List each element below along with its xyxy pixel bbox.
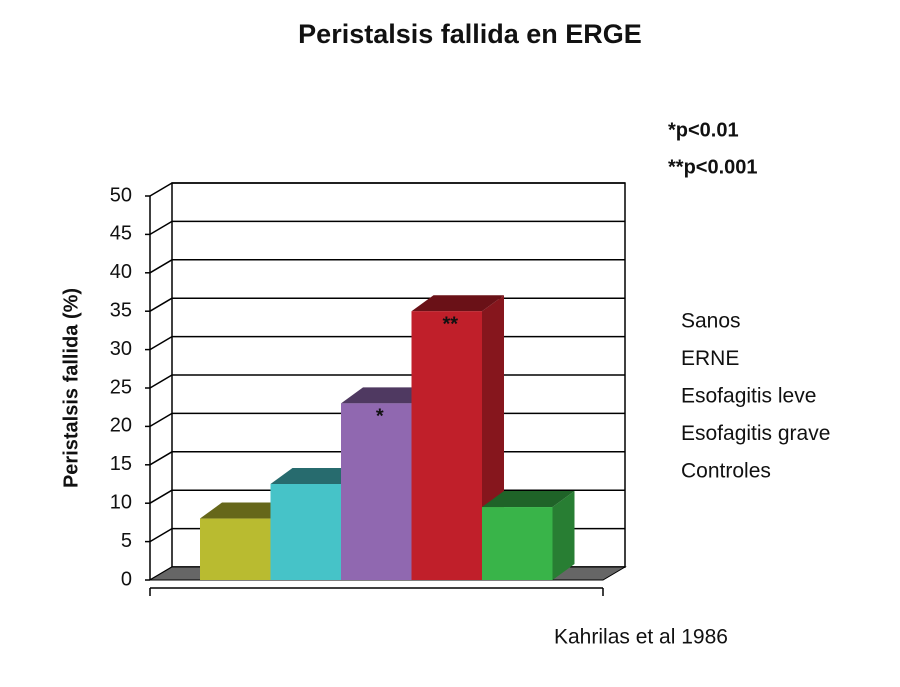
y-tick-label: 35 xyxy=(110,299,132,321)
grid-line xyxy=(149,335,173,351)
legend-label: Sanos xyxy=(681,310,741,333)
legend-label: Esofagitis grave xyxy=(681,422,830,445)
y-tick-label: 5 xyxy=(121,530,132,552)
bar-side xyxy=(552,491,575,580)
bar-annotation: ** xyxy=(442,313,458,335)
grid-line xyxy=(149,451,173,466)
y-tick-label: 20 xyxy=(110,415,132,437)
bar-top xyxy=(411,295,504,312)
bar-top xyxy=(270,468,363,484)
grid-line xyxy=(149,297,173,312)
grid-line xyxy=(149,374,173,389)
bar xyxy=(341,403,412,580)
y-tick-label: 30 xyxy=(110,338,132,360)
bar xyxy=(411,311,482,580)
y-tick-label: 45 xyxy=(110,223,132,245)
bar xyxy=(270,484,341,580)
y-tick-label: 50 xyxy=(110,184,132,206)
y-tick-label: 10 xyxy=(110,491,132,513)
source: Kahrilas et al 1986 xyxy=(554,626,728,649)
chart-title: Peristalsis fallida en ERGE xyxy=(298,19,642,49)
grid-line xyxy=(149,489,173,504)
annotation: *p<0.01 xyxy=(668,119,739,141)
legend-label: Controles xyxy=(681,460,771,483)
grid-line xyxy=(149,259,173,274)
bar xyxy=(200,518,271,580)
grid-line xyxy=(149,220,173,236)
grid-line xyxy=(149,182,173,197)
annotation: **p<0.001 xyxy=(668,156,758,178)
y-axis-label: Peristalsis fallida (%) xyxy=(60,288,82,488)
y-tick-label: 40 xyxy=(110,261,132,283)
legend-label: Esofagitis leve xyxy=(681,385,816,408)
y-tick-label: 0 xyxy=(121,568,132,590)
bar-annotation: * xyxy=(376,406,384,428)
grid-line xyxy=(149,412,173,428)
grid-line xyxy=(149,527,173,543)
y-tick-label: 25 xyxy=(110,376,132,398)
bar-top xyxy=(482,491,575,508)
bar-top xyxy=(341,387,434,404)
bar-top xyxy=(200,502,293,519)
y-tick-label: 15 xyxy=(110,453,132,475)
legend-label: ERNE xyxy=(681,347,739,370)
bar xyxy=(482,507,553,580)
